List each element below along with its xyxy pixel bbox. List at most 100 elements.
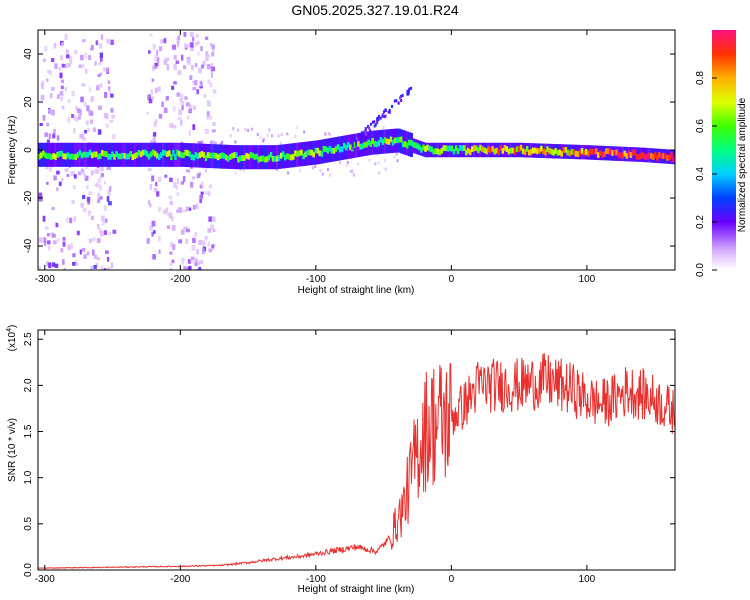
heatmap-cell: [194, 63, 198, 68]
heatmap-cell: [169, 123, 173, 128]
heatmap-cell: [81, 83, 86, 87]
heatmap-cell: [540, 145, 543, 152]
heatmap-cell: [44, 45, 48, 52]
heatmap-cell: [172, 244, 176, 251]
colorbar-tick-label: 0.0: [695, 263, 706, 277]
heatmap-cell: [61, 178, 64, 182]
heatmap-cell: [47, 240, 51, 245]
heatmap-cell: [158, 249, 161, 254]
heatmap-cell: [391, 139, 395, 146]
heatmap-cell: [271, 155, 275, 162]
heatmap-cell: [464, 149, 468, 156]
heatmap-cell: [211, 44, 215, 50]
heatmap-cell: [554, 148, 557, 154]
heatmap-cell: [147, 199, 151, 206]
heatmap-cell: [483, 147, 486, 154]
heatmap-cell: [588, 148, 592, 155]
heatmap-cell: [129, 151, 132, 157]
heatmap-cell: [68, 63, 72, 67]
heatmap-cell: [196, 153, 200, 160]
heatmap-cell: [321, 172, 324, 176]
heatmap-cell: [38, 192, 43, 199]
heatmap-cell: [104, 92, 108, 98]
heatmap-cell: [169, 177, 173, 183]
heatmap-cell: [162, 209, 167, 215]
heatmap-cell: [38, 196, 43, 202]
heatmap-cell: [460, 145, 464, 152]
heatmap-cell: [181, 105, 184, 111]
heatmap-cell: [52, 133, 56, 139]
heatmap-cell: [454, 145, 458, 152]
heatmap-cell: [87, 199, 90, 205]
heatmap-cell: [81, 247, 86, 252]
heatmap-cell: [432, 148, 435, 155]
heatmap-cell: [239, 155, 242, 162]
heatmap-cell: [68, 153, 71, 160]
heatmap-cell: [154, 62, 159, 67]
heatmap-cell: [61, 105, 65, 110]
heatmap-cell: [90, 265, 94, 270]
colorbar-ticks: 0.0 0.2 0.4 0.6 0.8: [695, 71, 717, 277]
heatmap-cell: [100, 175, 103, 179]
heatmap-cell: [395, 137, 399, 144]
heatmap-cell: [211, 140, 215, 146]
heatmap-cell: [471, 146, 474, 152]
heatmap-cell: [101, 150, 104, 156]
heatmap-cell: [479, 144, 482, 151]
heatmap-cell: [145, 150, 149, 157]
heatmap-cell: [188, 265, 192, 270]
heatmap-cell: [383, 158, 386, 162]
heatmap-cell: [672, 156, 675, 163]
heatmap-cell: [64, 168, 69, 172]
heatmap-cell: [359, 143, 362, 150]
heatmap-cell: [360, 131, 363, 135]
heatmap-cell: [95, 262, 99, 267]
heatmap-cell: [637, 153, 641, 160]
heatmap-cell: [194, 257, 198, 263]
heatmap-cell: [400, 99, 403, 103]
heatmap-cell: [73, 219, 76, 223]
heatmap-cell: [275, 167, 278, 171]
heatmap-cell: [283, 154, 287, 161]
heatmap-cell: [100, 265, 104, 270]
heatmap-cell: [54, 154, 57, 160]
heatmap-cell: [253, 153, 256, 160]
heatmap-cell: [159, 152, 163, 159]
x-tick-label: -300: [35, 574, 55, 585]
heatmap-cell: [85, 120, 89, 126]
heatmap-cell: [198, 240, 203, 246]
heatmap-cell: [225, 154, 228, 161]
heatmap-cell: [78, 64, 82, 68]
heatmap-cell: [39, 122, 43, 126]
heatmap-cell: [363, 142, 366, 148]
heatmap-cell: [99, 228, 102, 234]
heatmap-cell: [377, 161, 380, 165]
heatmap-cell: [90, 215, 94, 220]
heatmap-cell: [190, 258, 193, 263]
heatmap-cell: [88, 87, 91, 92]
heatmap-cell: [279, 141, 282, 145]
heatmap-cell: [88, 238, 93, 244]
heatmap-cell: [199, 194, 204, 199]
heatmap-cell: [631, 149, 635, 156]
heatmap-cell: [374, 162, 377, 166]
heatmap-cell: [314, 147, 317, 154]
heatmap-cell: [438, 149, 441, 156]
heatmap-cell: [54, 63, 58, 69]
heatmap-cell: [388, 110, 391, 114]
heatmap-cell: [175, 185, 178, 190]
heatmap-cell: [525, 145, 529, 152]
heatmap-cell: [100, 34, 104, 40]
heatmap-cell: [320, 150, 324, 157]
heatmap-cell: [180, 93, 184, 100]
heatmap-cell: [171, 122, 174, 128]
heatmap-cell: [183, 265, 187, 270]
heatmap-cell: [79, 54, 84, 61]
heatmap-cell: [277, 134, 280, 138]
heatmap-cell: [249, 152, 252, 158]
heatmap-cell: [263, 156, 267, 163]
heatmap-cell: [190, 64, 194, 70]
heatmap-cell: [52, 153, 55, 159]
heatmap-cell: [83, 254, 87, 260]
